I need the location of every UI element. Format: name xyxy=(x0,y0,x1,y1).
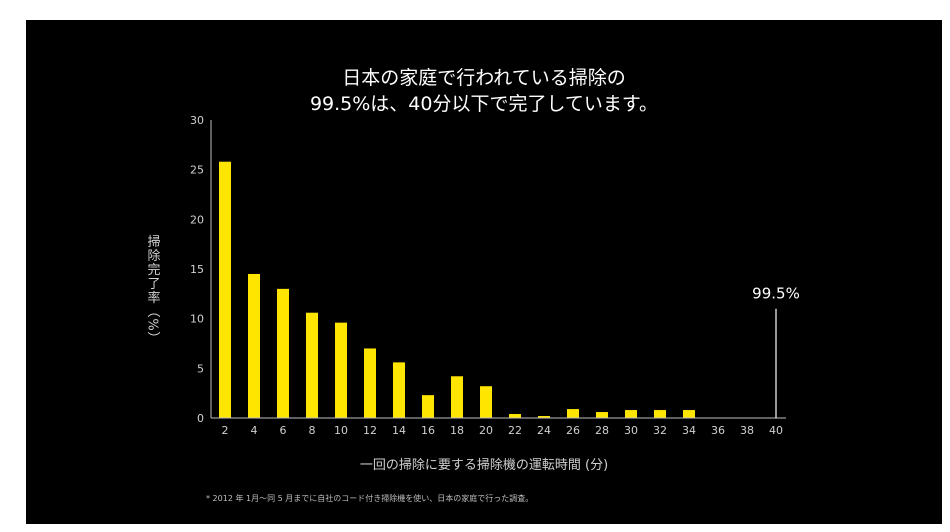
bar xyxy=(364,348,376,418)
y-tick-label: 30 xyxy=(190,114,204,127)
y-axis-label: 掃除完了率（%） xyxy=(144,234,160,346)
x-tick-label: 10 xyxy=(334,424,348,437)
x-tick-label: 20 xyxy=(479,424,493,437)
bar xyxy=(335,322,347,418)
bar xyxy=(451,376,463,418)
chart-title-line-2: 99.5%は、40分以下で完了しています。 xyxy=(309,93,659,115)
x-tick-label: 36 xyxy=(711,424,725,437)
y-tick-label: 10 xyxy=(190,313,204,326)
bar-series xyxy=(219,161,695,418)
bar xyxy=(683,410,695,418)
bar xyxy=(567,409,579,418)
x-tick-label: 24 xyxy=(537,424,551,437)
annotation-label: 99.5% xyxy=(752,285,800,303)
y-tick-label: 5 xyxy=(197,362,204,375)
chart-slide: 日本の家庭で行われている掃除の 99.5%は、40分以下で完了しています。 0 5… xyxy=(26,20,942,524)
x-tick-label: 26 xyxy=(566,424,580,437)
chart-axes xyxy=(210,120,786,419)
y-tick-label: 25 xyxy=(190,164,204,177)
x-tick-label: 28 xyxy=(595,424,609,437)
x-tick-label: 8 xyxy=(309,424,316,437)
x-tick-label: 4 xyxy=(251,424,258,437)
x-tick-label: 32 xyxy=(653,424,667,437)
bar xyxy=(509,414,521,418)
annotation-group: 99.5% xyxy=(752,285,800,418)
y-tick-label: 20 xyxy=(190,213,204,226)
x-tick-label: 30 xyxy=(624,424,638,437)
x-tick-label: 40 xyxy=(769,424,783,437)
x-tick-label: 34 xyxy=(682,424,696,437)
x-tick-label: 38 xyxy=(740,424,754,437)
bar xyxy=(596,412,608,418)
chart-title-line-1: 日本の家庭で行われている掃除の xyxy=(342,67,626,89)
y-tick-label: 15 xyxy=(190,263,204,276)
y-tick-label: 0 xyxy=(197,412,204,425)
y-axis-ticks: 0 5 10 15 20 25 30 xyxy=(190,114,204,425)
x-tick-label: 12 xyxy=(363,424,377,437)
bar xyxy=(654,410,666,418)
x-tick-label: 18 xyxy=(450,424,464,437)
x-tick-label: 6 xyxy=(280,424,287,437)
x-tick-label: 2 xyxy=(222,424,229,437)
bar xyxy=(422,395,434,418)
x-tick-label: 22 xyxy=(508,424,522,437)
bar xyxy=(248,273,260,418)
bar xyxy=(625,410,637,418)
bar xyxy=(538,416,550,418)
bar xyxy=(277,288,289,418)
footnote: * 2012 年 1月〜同 5 月までに自社のコード付き掃除機を使い、日本の家庭… xyxy=(206,494,534,503)
x-axis-ticks: 2 4 6 8 10 12 14 16 18 20 22 24 26 28 30 32 34 36 38 40 xyxy=(222,424,784,437)
bar xyxy=(480,386,492,418)
x-axis-label: 一回の掃除に要する掃除機の運転時間 (分) xyxy=(359,458,609,473)
x-tick-label: 16 xyxy=(421,424,435,437)
bar xyxy=(393,362,405,418)
bar xyxy=(219,161,231,418)
bar xyxy=(306,312,318,418)
x-tick-label: 14 xyxy=(392,424,406,437)
